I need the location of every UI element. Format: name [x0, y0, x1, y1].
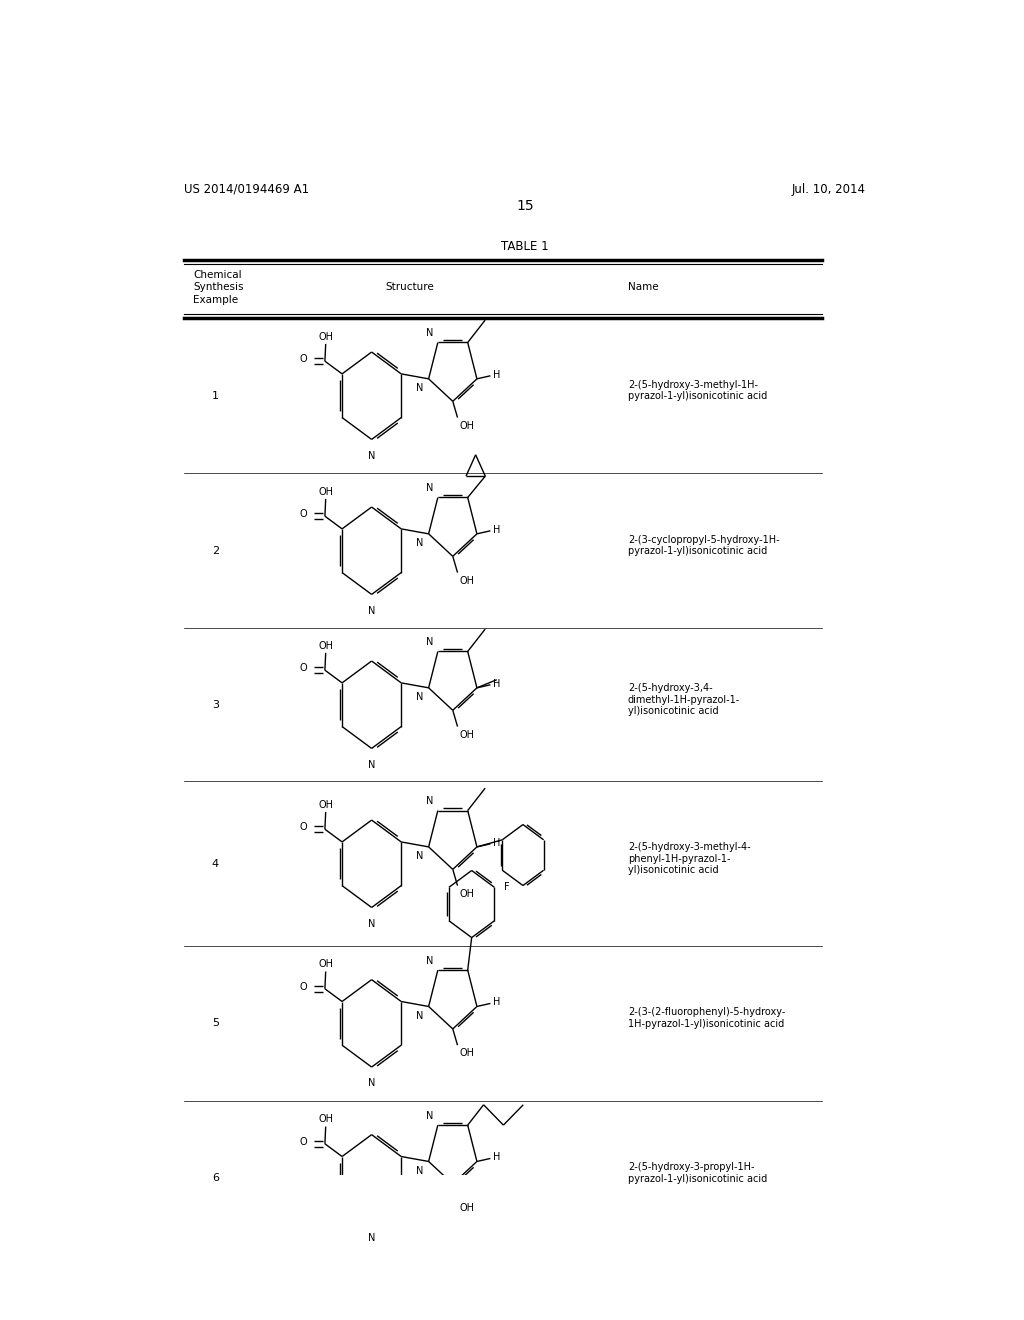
- Text: O: O: [300, 1137, 307, 1147]
- Text: OH: OH: [319, 800, 334, 810]
- Text: Chemical: Chemical: [194, 271, 242, 280]
- Text: OH: OH: [459, 1048, 474, 1059]
- Text: TABLE 1: TABLE 1: [501, 240, 549, 252]
- Text: 2-(5-hydroxy-3-propyl-1H-
pyrazol-1-yl)isonicotinic acid: 2-(5-hydroxy-3-propyl-1H- pyrazol-1-yl)i…: [628, 1163, 767, 1184]
- Text: H: H: [493, 838, 500, 847]
- Text: N: N: [368, 606, 376, 615]
- Text: OH: OH: [459, 730, 474, 739]
- Text: F: F: [504, 882, 510, 892]
- Text: N: N: [368, 759, 376, 770]
- Text: N: N: [416, 851, 423, 861]
- Text: 4: 4: [212, 859, 219, 869]
- Text: N: N: [416, 1166, 423, 1176]
- Text: OH: OH: [319, 640, 334, 651]
- Text: Jul. 10, 2014: Jul. 10, 2014: [792, 182, 866, 195]
- Text: Synthesis: Synthesis: [194, 282, 244, 293]
- Text: H: H: [493, 1152, 500, 1163]
- Text: 1: 1: [212, 391, 219, 401]
- Text: 2: 2: [212, 545, 219, 556]
- Text: 2-(5-hydroxy-3,4-
dimethyl-1H-pyrazol-1-
yl)isonicotinic acid: 2-(5-hydroxy-3,4- dimethyl-1H-pyrazol-1-…: [628, 682, 740, 717]
- Text: O: O: [300, 822, 307, 832]
- Text: OH: OH: [459, 1204, 474, 1213]
- Text: Example: Example: [194, 294, 239, 305]
- Text: OH: OH: [319, 960, 334, 969]
- Text: N: N: [368, 1233, 376, 1243]
- Text: N: N: [368, 1078, 376, 1088]
- Text: N: N: [416, 539, 423, 548]
- Text: OH: OH: [319, 331, 334, 342]
- Text: N: N: [416, 383, 423, 393]
- Text: O: O: [300, 510, 307, 519]
- Text: OH: OH: [459, 421, 474, 430]
- Text: 6: 6: [212, 1173, 219, 1183]
- Text: Structure: Structure: [385, 282, 434, 293]
- Text: N: N: [426, 1111, 433, 1121]
- Text: H: H: [493, 370, 500, 380]
- Text: OH: OH: [459, 888, 474, 899]
- Text: OH: OH: [319, 487, 334, 496]
- Text: N: N: [426, 956, 433, 966]
- Text: 15: 15: [516, 199, 534, 213]
- Text: 3: 3: [212, 700, 219, 710]
- Text: O: O: [300, 354, 307, 364]
- Text: 2-(3-(2-fluorophenyl)-5-hydroxy-
1H-pyrazol-1-yl)isonicotinic acid: 2-(3-(2-fluorophenyl)-5-hydroxy- 1H-pyra…: [628, 1007, 785, 1030]
- Text: N: N: [426, 796, 433, 807]
- Text: N: N: [368, 919, 376, 929]
- Text: N: N: [416, 1011, 423, 1020]
- Text: N: N: [416, 692, 423, 702]
- Text: Name: Name: [628, 282, 658, 293]
- Text: N: N: [426, 483, 433, 494]
- Text: OH: OH: [319, 1114, 334, 1125]
- Text: H: H: [493, 525, 500, 535]
- Text: 2-(5-hydroxy-3-methyl-4-
phenyl-1H-pyrazol-1-
yl)isonicotinic acid: 2-(5-hydroxy-3-methyl-4- phenyl-1H-pyraz…: [628, 842, 751, 875]
- Text: 2-(5-hydroxy-3-methyl-1H-
pyrazol-1-yl)isonicotinic acid: 2-(5-hydroxy-3-methyl-1H- pyrazol-1-yl)i…: [628, 380, 767, 401]
- Text: N: N: [426, 638, 433, 647]
- Text: US 2014/0194469 A1: US 2014/0194469 A1: [183, 182, 308, 195]
- Text: 2-(3-cyclopropyl-5-hydroxy-1H-
pyrazol-1-yl)isonicotinic acid: 2-(3-cyclopropyl-5-hydroxy-1H- pyrazol-1…: [628, 535, 779, 557]
- Text: H: H: [493, 998, 500, 1007]
- Text: O: O: [300, 663, 307, 673]
- Text: O: O: [300, 982, 307, 991]
- Text: N: N: [426, 329, 433, 338]
- Text: 5: 5: [212, 1018, 219, 1028]
- Text: N: N: [368, 450, 376, 461]
- Text: OH: OH: [459, 576, 474, 586]
- Text: H: H: [493, 678, 500, 689]
